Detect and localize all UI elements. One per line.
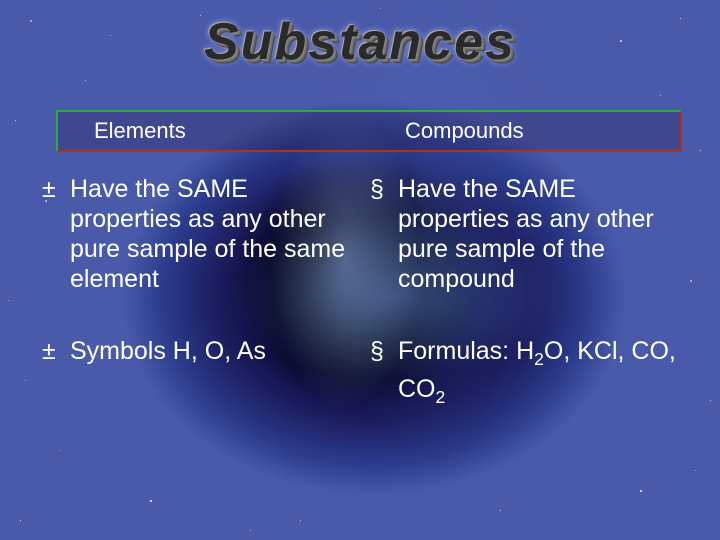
bullet-icon: § — [370, 336, 398, 412]
bullet-icon: ± — [42, 174, 70, 294]
bullet-text: Formulas: H2O, KCl, CO, CO2 — [398, 336, 680, 412]
slide-content: Substances Elements Compounds ± Have the… — [0, 0, 720, 540]
columns: ± Have the SAME properties as any other … — [42, 174, 690, 454]
header-compounds: Compounds — [369, 112, 680, 150]
col-elements: ± Have the SAME properties as any other … — [42, 174, 362, 454]
slide-title: Substances — [204, 13, 516, 71]
list-item: § Have the SAME properties as any other … — [370, 174, 690, 294]
bullet-icon: ± — [42, 336, 70, 366]
bullet-icon: § — [370, 174, 398, 294]
bullet-text: Have the SAME properties as any other pu… — [398, 174, 680, 294]
bullet-text: Symbols H, O, As — [70, 336, 266, 366]
header-elements: Elements — [58, 112, 369, 150]
formulas-label: Formulas: — [398, 337, 516, 365]
slide-title-wrap: Substances — [0, 0, 720, 72]
column-header-row: Elements Compounds — [56, 110, 682, 152]
list-item: § Formulas: H2O, KCl, CO, CO2 — [370, 336, 690, 412]
list-item: ± Have the SAME properties as any other … — [42, 174, 362, 294]
bullet-text: Have the SAME properties as any other pu… — [70, 174, 352, 294]
list-item: ± Symbols H, O, As — [42, 336, 362, 366]
col-compounds: § Have the SAME properties as any other … — [370, 174, 690, 454]
